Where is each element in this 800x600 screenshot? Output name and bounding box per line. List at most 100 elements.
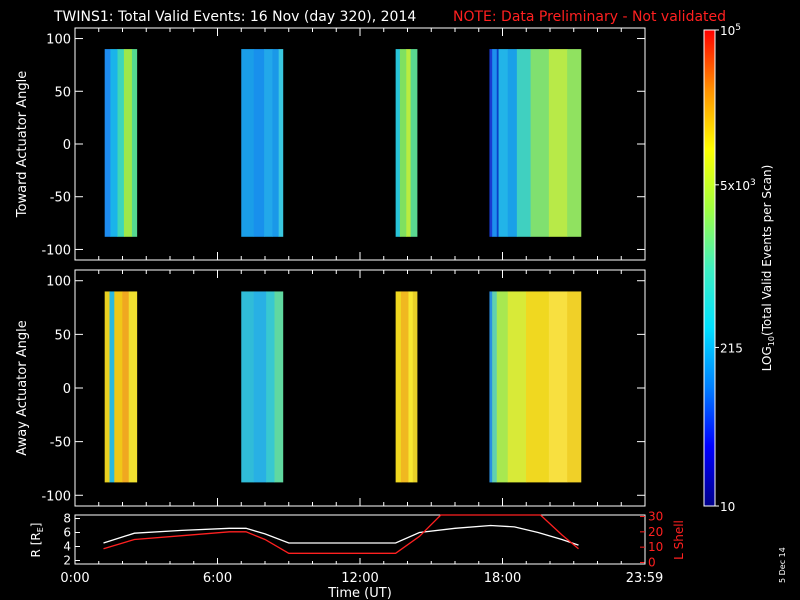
away-panel: 100 50 0 -50 -100 Away Actuator Angle bbox=[15, 269, 646, 507]
ytick-label: -50 bbox=[50, 436, 71, 451]
heatmap-cell bbox=[526, 291, 550, 483]
ytick-label: 0 bbox=[63, 138, 71, 153]
heatmap-cell bbox=[516, 49, 531, 237]
r-tick-label: 6 bbox=[63, 526, 71, 540]
ytick-label: 0 bbox=[63, 382, 71, 397]
heatmap-cell bbox=[412, 291, 418, 483]
xtick-label: 18:00 bbox=[484, 571, 521, 586]
orbit-lines bbox=[103, 514, 579, 554]
heatmap-cell bbox=[110, 49, 118, 237]
orbit-xaxis: 0:00 6:00 12:00 18:00 23:59 bbox=[60, 558, 663, 586]
toward-xaxis bbox=[74, 28, 646, 260]
colorbar-label-end: (Total Valid Events per Scan) bbox=[760, 165, 774, 336]
heatmap-cell bbox=[253, 49, 265, 237]
heatmap-cell bbox=[406, 49, 411, 237]
r-tick-label: 8 bbox=[63, 512, 71, 526]
heatmap-cell bbox=[408, 291, 414, 483]
date-stamp: 5 Dec 14 bbox=[778, 547, 787, 583]
heatmap-cell bbox=[241, 291, 255, 483]
ytick-label: 50 bbox=[54, 85, 71, 100]
heatmap-cell bbox=[567, 291, 582, 483]
toward-ylabel: Toward Actuator Angle bbox=[15, 71, 30, 218]
xtick-label: 6:00 bbox=[203, 571, 232, 586]
heatmap-cell bbox=[278, 49, 284, 237]
heatmap-cell bbox=[253, 291, 267, 483]
away-xaxis bbox=[74, 270, 646, 506]
ytick-label: 100 bbox=[46, 33, 71, 48]
away-heatmap bbox=[104, 291, 582, 483]
heatmap-cell bbox=[489, 291, 493, 483]
colorbar-tick-label: 105 bbox=[720, 23, 741, 38]
heatmap-cell bbox=[410, 49, 418, 237]
heatmap-cell bbox=[131, 49, 138, 237]
ytick-label: -50 bbox=[50, 191, 71, 206]
heatmap-cell bbox=[489, 49, 493, 237]
l-tick-label: 30 bbox=[648, 510, 663, 524]
heatmap-cell bbox=[567, 49, 582, 237]
heatmap-cell bbox=[496, 291, 509, 483]
colorbar-tick-label: 10 bbox=[720, 500, 735, 514]
colorbar-gradient bbox=[703, 29, 716, 507]
heatmap-cell bbox=[507, 291, 527, 483]
away-ylabel: Away Actuator Angle bbox=[15, 320, 30, 455]
heatmap-cell bbox=[492, 291, 498, 483]
colorbar-ticks: 10 215 5x103 105 bbox=[715, 23, 756, 514]
heatmap-cell bbox=[272, 49, 280, 237]
l-tick-label: 20 bbox=[648, 525, 663, 539]
heatmap-cell bbox=[117, 49, 125, 237]
heatmap-cell bbox=[266, 291, 275, 483]
heatmap-cell bbox=[114, 291, 123, 483]
ytick-label: -100 bbox=[41, 243, 71, 258]
toward-yaxis: 100 50 0 -50 -100 bbox=[41, 33, 645, 258]
xtick-label: 23:59 bbox=[626, 571, 663, 586]
colorbar-label-main: LOG bbox=[760, 346, 774, 371]
ytick-label: -100 bbox=[41, 489, 71, 504]
l-shell-series-line bbox=[103, 514, 579, 554]
heatmap-cell bbox=[128, 291, 138, 483]
r-label-sub: E bbox=[36, 527, 45, 532]
colorbar-label: LOG10(Total Valid Events per Scan) bbox=[760, 165, 776, 372]
heatmap-cell bbox=[109, 291, 115, 483]
heatmap-cell bbox=[530, 49, 550, 237]
chart-title: TWINS1: Total Valid Events: 16 Nov (day … bbox=[53, 9, 416, 25]
orbit-frame bbox=[74, 514, 646, 565]
colorbar-tick-label: 215 bbox=[720, 341, 743, 355]
heatmap-cell bbox=[274, 291, 284, 483]
r-tick-label: 4 bbox=[63, 540, 71, 554]
heatmap-cell bbox=[395, 49, 401, 237]
r-label-end: ] bbox=[29, 523, 43, 528]
l-tick-label: 10 bbox=[648, 540, 663, 554]
heatmap-cell bbox=[264, 49, 273, 237]
heatmap-cell bbox=[400, 291, 409, 483]
r-axis-label: R [RE] bbox=[29, 523, 45, 558]
heatmap-cell bbox=[395, 291, 402, 483]
toward-panel: 100 50 0 -50 -100 Toward Actuator Angle bbox=[15, 27, 646, 261]
time-axis-label: Time (UT) bbox=[327, 586, 392, 600]
heatmap-cell bbox=[104, 49, 111, 237]
xtick-label: 12:00 bbox=[341, 571, 378, 586]
heatmap-cell bbox=[548, 49, 568, 237]
xtick-label: 0:00 bbox=[60, 571, 89, 586]
toward-heatmap bbox=[104, 49, 582, 237]
heatmap-cell bbox=[496, 49, 499, 237]
heatmap-cell bbox=[507, 49, 518, 237]
ytick-label: 50 bbox=[54, 328, 71, 343]
heatmap-cell bbox=[498, 49, 509, 237]
r-series-line bbox=[103, 524, 579, 546]
heatmap-cell bbox=[104, 291, 110, 483]
heatmap-cell bbox=[548, 291, 568, 483]
l-shell-label: L Shell bbox=[672, 520, 686, 560]
heatmap-cell bbox=[492, 49, 498, 237]
colorbar-label-sub: 10 bbox=[767, 336, 776, 346]
heatmap-cell bbox=[241, 49, 255, 237]
heatmap-cell bbox=[123, 49, 133, 237]
r-label-main: R [R bbox=[29, 532, 43, 557]
l-tick-label: 0 bbox=[648, 555, 656, 569]
colorbar-tick-label: 5x103 bbox=[720, 178, 756, 193]
